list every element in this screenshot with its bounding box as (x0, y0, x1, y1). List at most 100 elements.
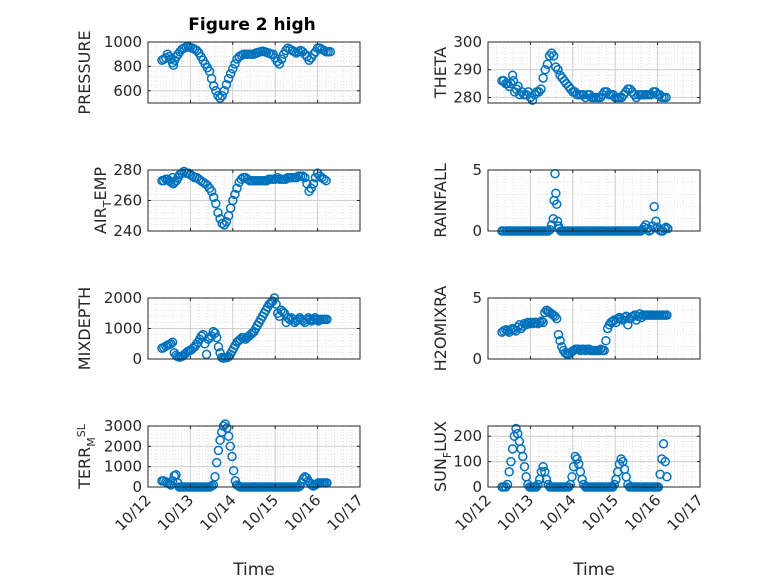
y-axis-label-part: EMP (91, 167, 110, 201)
data-point (519, 461, 530, 472)
series-markers (497, 48, 671, 105)
data-point (550, 311, 560, 322)
tick-marks (147, 297, 361, 360)
data-point (548, 51, 559, 61)
x-tick-label: 10/15 (579, 491, 622, 534)
data-point (213, 445, 224, 456)
data-point (221, 79, 232, 90)
y-axis-label: H2OMIXRA (431, 286, 450, 372)
y-axis-label-part: M (85, 437, 98, 447)
data-point (298, 171, 308, 181)
data-point (504, 467, 514, 477)
data-point (662, 472, 672, 482)
subplot-pressure: 600 800 1000 PRESSURE (75, 30, 361, 115)
axes-box (487, 41, 701, 104)
y-axis-label-part: PRESSURE (75, 30, 94, 114)
x-tick-label: 10/14 (536, 491, 579, 534)
data-point (660, 456, 670, 467)
y-axis-label: RAINFALL (431, 163, 450, 238)
x-tick-label: 10/16 (281, 491, 324, 534)
y-tick-label: 280 (453, 89, 482, 107)
x-tick-label: 10/15 (239, 491, 282, 534)
subplot-terrmsl: 0 1000 2000 3000 TERRMSL 10/12 10/13 10/14 10/15… (75, 417, 367, 580)
y-tick-label: 280 (113, 161, 142, 179)
data-point (321, 175, 331, 186)
x-tick-label: 10/17 (664, 491, 707, 534)
data-point (322, 314, 332, 325)
data-point (293, 47, 304, 57)
data-point (201, 349, 212, 360)
data-point (227, 451, 237, 462)
data-point (538, 317, 548, 328)
data-point (578, 89, 589, 100)
y-tick-label: 5 (472, 289, 482, 307)
y-tick-label: 200 (453, 427, 482, 445)
data-point (215, 93, 225, 103)
data-point (211, 198, 221, 209)
data-point (213, 342, 224, 352)
x-tick-label: 10/13 (154, 491, 197, 534)
tick-marks (487, 169, 701, 232)
data-point (166, 339, 176, 349)
y-tick-label: 2000 (104, 437, 142, 455)
data-point (551, 313, 562, 324)
figure-title: Figure 2 high (188, 15, 316, 35)
data-point (511, 423, 521, 434)
data-point (507, 70, 518, 81)
data-point (601, 335, 611, 346)
data-point (538, 461, 548, 472)
data-point (538, 73, 548, 83)
data-point (278, 306, 288, 317)
y-axis-label-part: TERR (75, 447, 94, 490)
x-axis-label: Time (232, 560, 275, 580)
y-axis-label-part: THETA (431, 47, 450, 99)
data-point (167, 337, 178, 347)
y-axis-label-part: SL (75, 423, 88, 437)
data-point (534, 87, 544, 97)
subplot-h2omixra: 0 5 H2OMIXRA (431, 286, 701, 372)
data-point (223, 73, 234, 84)
data-point (230, 189, 240, 200)
data-point (319, 174, 329, 184)
data-point (651, 216, 661, 226)
series-markers (157, 166, 331, 230)
data-point (527, 95, 538, 105)
data-point (228, 465, 239, 476)
data-point (211, 457, 222, 468)
plot-area (148, 426, 360, 487)
data-point (230, 59, 240, 69)
data-point (168, 178, 179, 189)
y-axis-label-part: T (101, 200, 114, 208)
data-point (272, 172, 283, 183)
data-point (219, 86, 230, 96)
y-tick-label: 5 (472, 161, 482, 179)
data-point (281, 174, 291, 184)
data-point (213, 90, 223, 101)
y-tick-label: 3000 (104, 417, 142, 435)
y-tick-label: 0 (472, 478, 482, 496)
data-point (609, 479, 620, 490)
data-point (508, 76, 519, 86)
y-tick-label: 1000 (104, 458, 142, 476)
data-point (300, 172, 310, 183)
tick-marks (487, 426, 701, 488)
data-point (551, 62, 561, 72)
data-point (531, 317, 542, 328)
x-tick-label: 10/16 (621, 491, 664, 534)
data-point (168, 60, 179, 70)
tick-marks (487, 41, 701, 103)
data-point (211, 332, 222, 343)
data-point (542, 59, 553, 69)
data-point (662, 310, 672, 320)
data-point (536, 467, 547, 477)
axes-box (147, 425, 361, 488)
data-point (536, 316, 547, 326)
data-point (570, 451, 581, 462)
axes-box (147, 41, 361, 104)
data-point (515, 89, 525, 100)
data-point (546, 48, 557, 58)
data-point (208, 81, 219, 91)
y-tick-label: 0 (472, 222, 482, 240)
